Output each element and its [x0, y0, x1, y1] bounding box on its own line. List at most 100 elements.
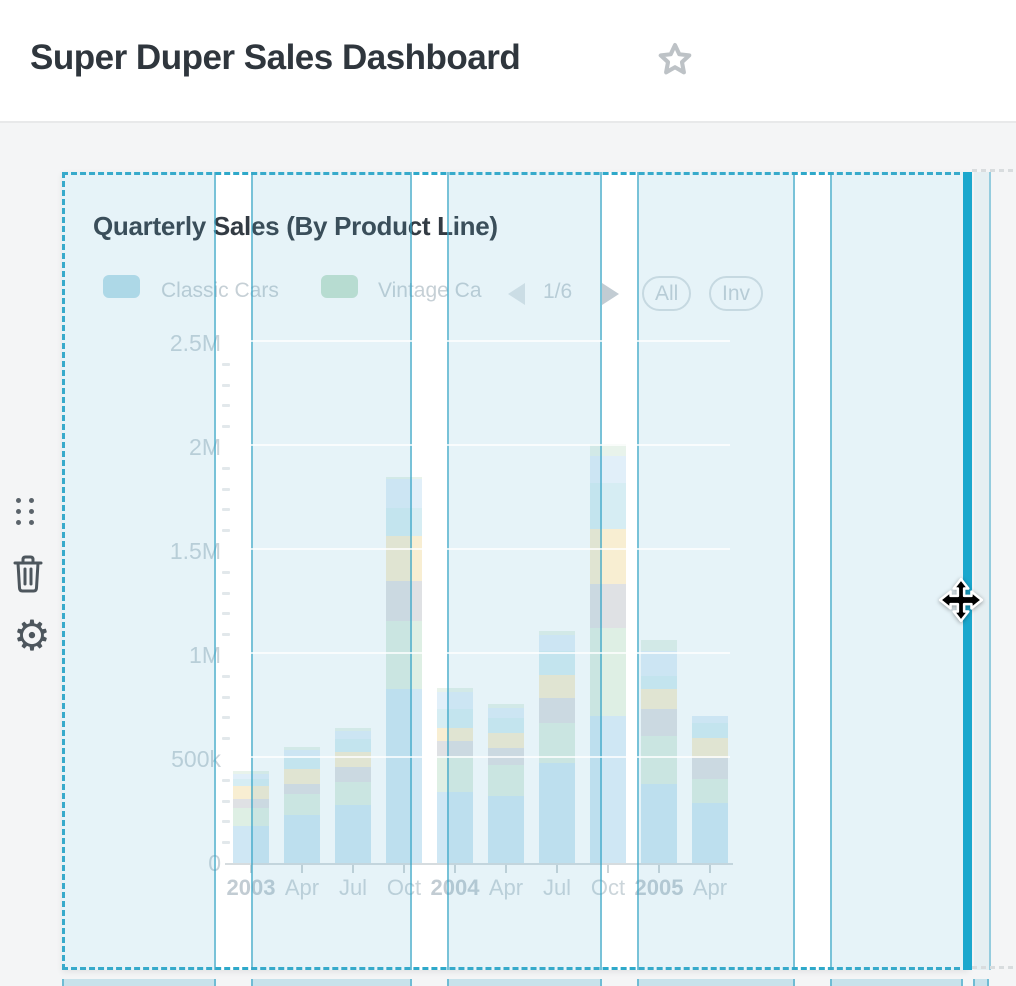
bar-segment-Vintage Ca — [284, 794, 320, 816]
y-axis-tick-label: 0 — [208, 850, 221, 876]
y-axis-minor-tick — [222, 362, 230, 366]
dashboard-header: Super Duper Sales Dashboard — [0, 0, 1016, 123]
bar-segment-Classic Cars — [539, 763, 575, 863]
bar-segment-series-7-palegreen — [233, 771, 269, 774]
bar-segment-series-5-cyan — [641, 676, 677, 690]
bar-segment-series-5-cyan — [692, 723, 728, 739]
bar-segment-series-7-palegreen — [284, 746, 320, 750]
bar-segment-series-3-gray — [233, 798, 269, 808]
grip-dots-icon[interactable] — [16, 498, 34, 525]
chart-legend: Classic Cars Vintage Ca 1/6 All Inv — [65, 275, 925, 315]
bar-segment-Classic Cars — [641, 783, 677, 863]
next-row-column-guide — [637, 979, 795, 986]
y-axis-minor-tick — [222, 612, 230, 616]
y-axis-minor-tick — [222, 487, 230, 491]
star-outline-icon[interactable] — [656, 40, 694, 78]
bar-segment-Classic Cars — [488, 796, 524, 863]
bar-segment-series-5-cyan — [233, 778, 269, 787]
bar-segment-series-7-palegreen — [386, 477, 422, 480]
y-axis-minor-tick — [222, 799, 230, 803]
y-axis-minor-tick — [222, 695, 230, 699]
bar-segment-series-3-gray — [437, 741, 473, 756]
ghost-outline-top — [972, 169, 1016, 172]
x-axis-tick — [301, 865, 303, 873]
x-axis-tick — [658, 865, 660, 873]
y-axis-minor-tick — [222, 508, 230, 512]
legend-label[interactable]: Classic Cars — [161, 279, 279, 302]
bar-segment-series-6-paleblue — [437, 692, 473, 710]
y-axis-minor-tick — [222, 529, 230, 533]
bar-segment-series-7-palegreen — [488, 703, 524, 709]
y-axis-tick-label: 1.5M — [169, 538, 221, 564]
bar-segment-series-4-cream — [539, 674, 575, 698]
legend-pager-text: 1/6 — [543, 280, 573, 303]
ghost-outline-bottom — [972, 966, 1016, 969]
bar-segment-Vintage Ca — [641, 736, 677, 784]
bar-segment-series-6-paleblue — [284, 749, 320, 758]
bar-segment-series-7-palegreen — [590, 443, 626, 456]
bar-segment-series-6-paleblue — [488, 708, 524, 719]
chevron-right-icon[interactable] — [602, 283, 619, 305]
x-axis-tick — [556, 865, 558, 873]
x-axis-tick — [250, 865, 252, 873]
x-axis-line — [225, 863, 733, 865]
legend-pill-inv[interactable]: Inv — [709, 276, 764, 311]
bar-segment-Classic Cars — [692, 803, 728, 863]
legend-pill-all[interactable]: All — [642, 276, 692, 311]
bar-segment-series-5-cyan — [437, 709, 473, 728]
chevron-left-icon[interactable] — [508, 283, 525, 305]
y-axis-tick-label: 2.5M — [169, 330, 221, 356]
x-axis-tick-label: Apr — [692, 875, 728, 900]
bar-segment-Vintage Ca — [233, 807, 269, 826]
gear-icon[interactable]: ⚙ — [13, 611, 51, 660]
bar-segment-series-7-palegreen — [335, 727, 371, 731]
bar-segment-series-7-palegreen — [641, 640, 677, 652]
bar-segment-series-5-cyan — [386, 508, 422, 537]
bar-segment-series-6-paleblue — [539, 635, 575, 651]
y-axis-minor-tick — [222, 383, 230, 387]
y-axis-minor-tick — [222, 425, 230, 429]
card-resize-edge[interactable] — [963, 172, 972, 970]
bar-segment-series-6-paleblue — [233, 773, 269, 779]
y-axis-minor-tick — [222, 716, 230, 720]
bar-segment-series-3-gray — [488, 747, 524, 766]
bar-segment-series-7-palegreen — [437, 688, 473, 693]
dashcard-quarterly-sales[interactable]: Quarterly Sales (By Product Line) Classi… — [62, 172, 969, 970]
bar-segment-Vintage Ca — [590, 627, 626, 716]
legend-label[interactable]: Vintage Ca — [378, 279, 482, 302]
y-axis-minor-tick — [222, 820, 230, 824]
y-axis-minor-tick — [222, 466, 230, 470]
bar-segment-series-5-cyan — [335, 739, 371, 752]
next-row-column-guide — [447, 979, 602, 986]
move-cursor-icon — [938, 577, 984, 623]
bar-segment-Vintage Ca — [437, 755, 473, 793]
bar-segment-series-4-cream — [488, 733, 524, 748]
bar-segment-series-5-cyan — [539, 650, 575, 675]
bar-segment-series-4-cream — [590, 528, 626, 584]
legend-swatch-vintage-cars[interactable] — [321, 275, 358, 298]
bar-segment-series-4-cream — [335, 751, 371, 768]
bar-segment-Classic Cars — [386, 689, 422, 863]
bar-segment-Vintage Ca — [488, 765, 524, 797]
x-axis-tick-label: 2005 — [634, 875, 684, 900]
y-axis-minor-tick — [222, 570, 230, 574]
next-row-guides — [62, 979, 1016, 986]
legend-swatch-classic-cars[interactable] — [103, 275, 140, 298]
x-axis-tick-label: Oct — [590, 875, 626, 900]
bar-segment-Classic Cars — [590, 715, 626, 863]
bar-segment-series-3-gray — [284, 783, 320, 795]
stacked-bar-chart: 2.5M 2M 1.5M 1M 500k 0 2003 Apr Jul Oct 2004 Apr Jul… — [65, 175, 972, 973]
x-axis-tick-label: Apr — [284, 875, 320, 900]
bar-segment-series-5-cyan — [284, 757, 320, 770]
x-axis-tick — [709, 865, 711, 873]
bar-segment-series-4-cream — [284, 769, 320, 784]
x-axis-tick — [505, 865, 507, 873]
trash-icon[interactable] — [11, 553, 45, 595]
bar-segment-series-3-gray — [590, 583, 626, 628]
x-axis-tick — [454, 865, 456, 873]
x-axis-tick — [352, 865, 354, 873]
bar-segment-Classic Cars — [437, 792, 473, 863]
bar-segment-Vintage Ca — [692, 779, 728, 804]
bar-segment-series-4-cream — [641, 689, 677, 710]
bar-segment-series-6-paleblue — [386, 479, 422, 509]
